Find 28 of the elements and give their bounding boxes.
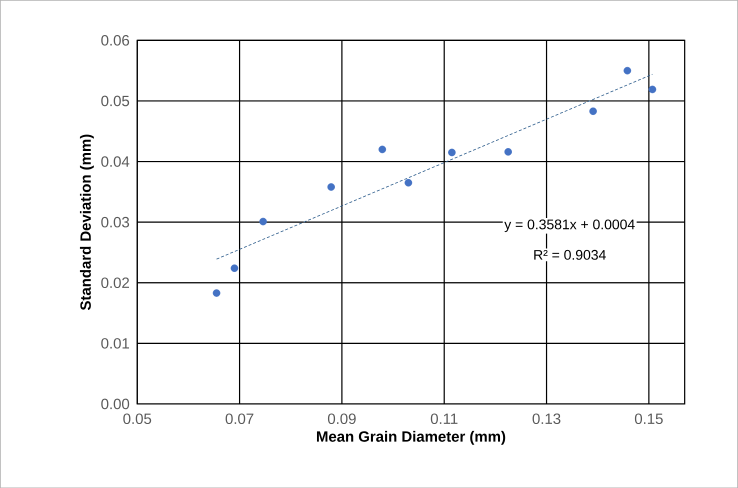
x-tick-label: 0.11 [430, 413, 458, 424]
x-tick-label: 0.13 [532, 413, 560, 424]
annotation: R² = 0.9034 [534, 250, 606, 260]
x-tick-label: 0.15 [634, 413, 663, 424]
y-tick-label: 0.00 [101, 398, 130, 410]
x-tick-label: 0.07 [226, 413, 254, 424]
point [378, 146, 386, 154]
y-tick-label: 0.02 [101, 277, 129, 288]
point [259, 218, 267, 226]
y-tick-label: 0.05 [101, 96, 130, 106]
point [327, 183, 335, 191]
point [648, 86, 656, 94]
x-tick-label: 0.09 [328, 413, 356, 424]
point [624, 66, 632, 74]
point [212, 289, 220, 297]
annotation: y = 0.3581x + 0.0004 [504, 219, 635, 232]
point [230, 264, 238, 272]
x-axis-title: Mean Grain Diameter (mm) [316, 430, 506, 445]
y-tick-label: 0.06 [101, 34, 130, 46]
y-tick-label: 0.04 [101, 156, 130, 167]
point [404, 178, 412, 186]
x-tick-label: 0.05 [123, 413, 152, 424]
point [504, 148, 512, 156]
point [448, 148, 456, 156]
y-tick-label: 0.01 [101, 338, 130, 349]
y-tick-label: 0.03 [101, 216, 130, 228]
point [589, 107, 597, 115]
y-axis-title: Standard Deviation (mm) [80, 134, 94, 310]
